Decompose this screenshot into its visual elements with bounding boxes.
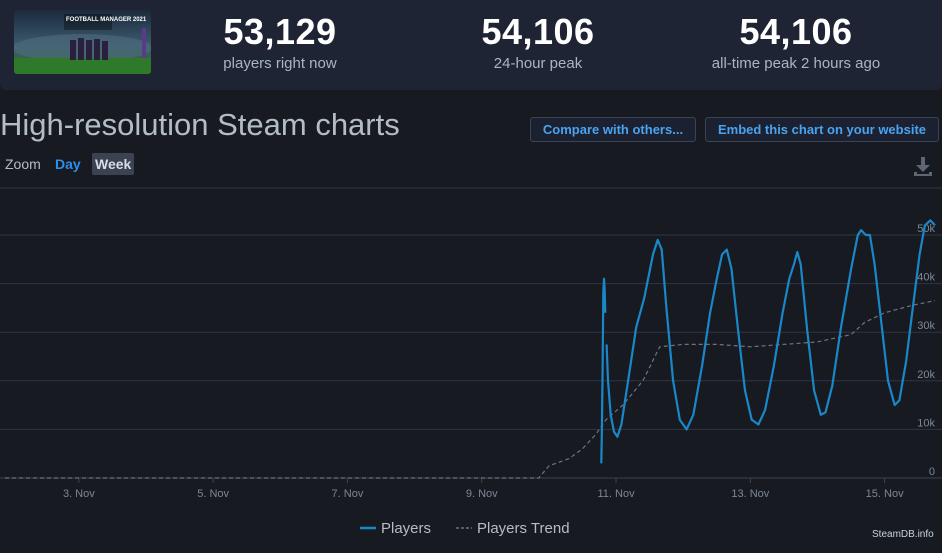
chart-gridlines [0,187,942,479]
x-tick-label: 3. Nov [63,488,95,500]
y-tick-label: 40k [917,272,935,284]
embed-chart-button[interactable]: Embed this chart on your website [705,117,939,142]
x-tick-label: 5. Nov [197,488,229,500]
x-tick-label: 9. Nov [466,488,498,500]
game-cover-title: FOOTBALL MANAGER 2021 [66,17,147,23]
y-tick-label: 0 [929,466,935,478]
x-tick-label: 13. Nov [731,488,769,500]
x-tick-label: 7. Nov [332,488,364,500]
stat-value: 54,106 [739,11,853,52]
legend-label-players: Players [381,520,431,537]
player-count-chart[interactable]: 0 10k 20k 30k 40k 50k 3. Nov 5. Nov 7. Nov 9. No… [0,180,942,553]
y-tick-label: 10k [917,417,935,429]
steamdb-watermark: SteamDB.info [872,529,934,540]
compare-button[interactable]: Compare with others... [530,117,696,142]
stats-header: FOOTBALL MANAGER 2021 53,129 players rig… [0,0,942,90]
series-line-players [600,277,607,464]
x-tick-label: 15. Nov [866,488,904,500]
legend-label-players-trend: Players Trend [477,520,570,537]
page-title: High-resolution Steam charts [0,107,400,142]
y-tick-label: 50k [917,223,935,235]
stat-value: 53,129 [223,11,337,52]
x-tick-label: 11. Nov [598,488,636,500]
download-icon[interactable] [912,155,934,177]
stat-24h-peak: 54,106 24-hour peak [418,10,658,74]
series-line-players [605,219,936,438]
y-tick-label: 30k [917,320,935,332]
stat-label: all-time peak 2 hours ago [711,55,881,72]
stat-label: 24-hour peak [493,55,583,72]
chart-x-axis: 3. Nov 5. Nov 7. Nov 9. Nov 11. Nov 13. Nov 15… [63,478,904,500]
zoom-week-button[interactable]: Week [92,153,135,175]
chart-legend: Players Players Trend [360,520,570,537]
y-tick-label: 20k [917,369,935,381]
game-cover-image[interactable]: FOOTBALL MANAGER 2021 [14,10,151,74]
stat-value: 54,106 [481,11,595,52]
game-cover-art: FOOTBALL MANAGER 2021 [14,10,151,74]
zoom-day-button[interactable]: Day [55,156,81,172]
series-line-players-trend [5,300,936,479]
zoom-label: Zoom [5,156,41,172]
chart-series [5,219,936,479]
stat-label: players right now [223,55,337,72]
chart-y-axis: 0 10k 20k 30k 40k 50k [917,223,935,478]
stat-all-time-peak: 54,106 all-time peak 2 hours ago [676,10,916,74]
stat-players-now: 53,129 players right now [160,10,400,74]
